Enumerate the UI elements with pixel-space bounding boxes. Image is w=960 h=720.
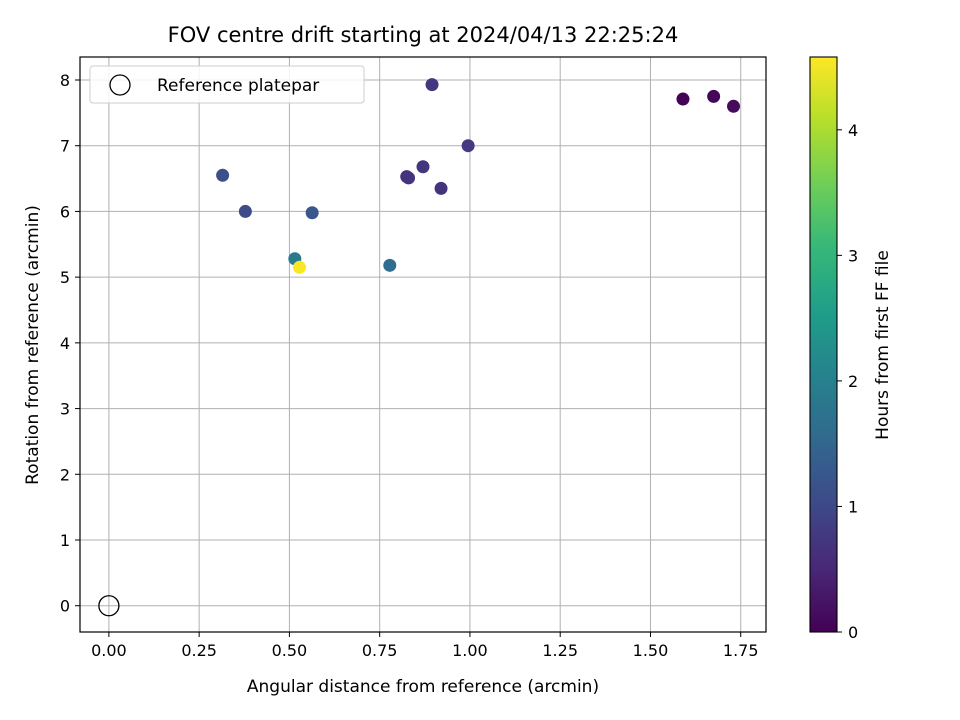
y-tick-label: 1 [60,531,70,550]
x-tick-label: 0.75 [362,641,398,660]
data-point [676,92,690,106]
colorbar-tick-label: 1 [848,497,858,516]
data-point [434,181,448,195]
y-axis-label: Rotation from reference (arcmin) [23,205,43,485]
chart-title: FOV centre drift starting at 2024/04/13 … [168,23,679,47]
data-point [707,89,721,103]
colorbar-tick-label: 3 [848,246,858,265]
plot-frame [79,56,767,633]
y-tick-label: 6 [60,202,70,221]
data-point [383,258,397,272]
x-tick-label: 0.00 [91,641,127,660]
legend-marker-reference [109,74,131,96]
x-tick-label: 1.00 [452,641,488,660]
colorbar-ticks: 0 1 2 3 4 [837,121,858,642]
colorbar-tick-label: 4 [848,121,858,140]
y-tick-label: 4 [60,334,70,353]
axis-ticks: 0.00 0.25 0.50 0.75 1.00 1.25 1.50 1.75 0 1 2 3 4 5 6 7… [60,71,759,660]
y-tick-label: 8 [60,71,70,90]
data-point [416,160,430,174]
colorbar-gradient [810,57,837,632]
x-tick-label: 0.25 [181,641,217,660]
x-tick-label: 1.75 [723,641,759,660]
data-point [727,99,741,113]
y-tick-label: 3 [60,400,70,419]
data-points [98,78,741,617]
data-point [216,168,230,182]
data-point [293,260,307,274]
reference-point-marker [98,595,120,617]
x-tick-label: 1.25 [542,641,578,660]
legend-box [89,65,365,104]
data-point [402,171,416,185]
data-point [305,206,319,220]
data-point [238,204,252,218]
x-axis-label: Angular distance from reference (arcmin) [247,677,599,697]
y-tick-label: 2 [60,465,70,484]
legend-label-reference: Reference platepar [157,76,319,96]
y-tick-label: 5 [60,268,70,287]
colorbar-frame [809,56,838,633]
y-tick-label: 7 [60,137,70,156]
colorbar: 0 1 2 3 4 Hours from first FF file [809,56,893,642]
data-point [425,78,439,92]
plot-area: 0.00 0.25 0.50 0.75 1.00 1.25 1.50 1.75 0 1 2 3 4 5 6 7… [60,56,767,660]
colorbar-tick-label: 2 [848,372,858,391]
colorbar-tick-label: 0 [848,623,858,642]
data-point [461,139,475,153]
x-tick-label: 0.50 [272,641,308,660]
y-tick-label: 0 [60,597,70,616]
x-tick-label: 1.50 [633,641,669,660]
grid [80,57,766,632]
legend[interactable]: Reference platepar [89,65,365,104]
colorbar-label: Hours from first FF file [873,250,893,440]
